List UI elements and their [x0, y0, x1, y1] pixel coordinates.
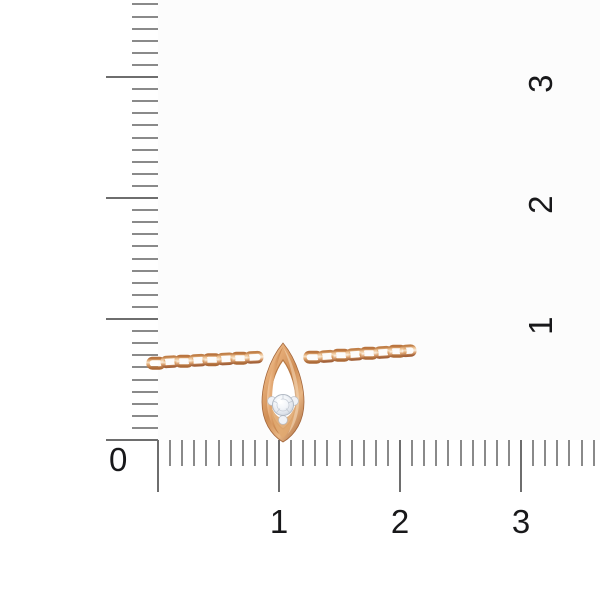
- horizontal-minor-tick: [568, 440, 571, 466]
- horizontal-minor-tick: [580, 440, 583, 466]
- horizontal-minor-tick: [217, 440, 220, 466]
- horizontal-axis-label-3: 3: [511, 503, 531, 540]
- vertical-major-tick: [106, 76, 158, 78]
- vertical-minor-tick: [132, 402, 158, 405]
- vertical-minor-tick: [132, 124, 158, 127]
- horizontal-minor-tick: [556, 440, 559, 466]
- horizontal-minor-tick: [326, 440, 329, 466]
- horizontal-minor-tick: [592, 440, 595, 466]
- horizontal-axis-label-1: 1: [269, 503, 289, 540]
- measuring-plate: [158, 0, 600, 440]
- horizontal-major-tick: [157, 440, 159, 492]
- vertical-minor-tick: [132, 257, 158, 260]
- vertical-minor-tick: [132, 354, 158, 357]
- vertical-axis-label-3: 3: [521, 74, 559, 93]
- vertical-minor-tick: [132, 88, 158, 91]
- horizontal-minor-tick: [544, 440, 547, 466]
- horizontal-minor-tick: [483, 440, 486, 466]
- horizontal-minor-tick: [447, 440, 450, 466]
- vertical-minor-tick: [132, 378, 158, 381]
- horizontal-minor-tick: [411, 440, 414, 466]
- vertical-minor-tick: [132, 112, 158, 115]
- horizontal-major-tick: [520, 440, 522, 492]
- horizontal-minor-tick: [302, 440, 305, 466]
- vertical-minor-tick: [132, 209, 158, 212]
- vertical-axis-label-2: 2: [521, 195, 559, 214]
- horizontal-minor-tick: [314, 440, 317, 466]
- vertical-minor-tick: [132, 39, 158, 42]
- horizontal-minor-tick: [290, 440, 293, 466]
- vertical-minor-tick: [132, 426, 158, 429]
- vertical-major-tick: [106, 439, 158, 441]
- vertical-minor-tick: [132, 27, 158, 30]
- horizontal-minor-tick: [435, 440, 438, 466]
- horizontal-minor-tick: [253, 440, 256, 466]
- vertical-minor-tick: [132, 221, 158, 224]
- vertical-minor-tick: [132, 15, 158, 18]
- horizontal-minor-tick: [181, 440, 184, 466]
- horizontal-minor-tick: [338, 440, 341, 466]
- horizontal-minor-tick: [532, 440, 535, 466]
- vertical-minor-tick: [132, 342, 158, 345]
- vertical-minor-tick: [132, 184, 158, 187]
- horizontal-minor-tick: [241, 440, 244, 466]
- horizontal-minor-tick: [374, 440, 377, 466]
- horizontal-minor-tick: [205, 440, 208, 466]
- vertical-minor-tick: [132, 3, 158, 6]
- vertical-minor-tick: [132, 293, 158, 296]
- horizontal-minor-tick: [362, 440, 365, 466]
- horizontal-minor-tick: [350, 440, 353, 466]
- vertical-major-tick: [106, 197, 158, 199]
- axis-label-origin: 0: [109, 441, 128, 478]
- vertical-axis-label-1: 1: [521, 316, 559, 335]
- horizontal-minor-tick: [265, 440, 268, 466]
- horizontal-major-tick: [278, 440, 280, 492]
- horizontal-minor-tick: [471, 440, 474, 466]
- horizontal-minor-tick: [229, 440, 232, 466]
- horizontal-axis-label-2: 2: [390, 503, 410, 540]
- vertical-minor-tick: [132, 63, 158, 66]
- vertical-minor-tick: [132, 269, 158, 272]
- vertical-minor-tick: [132, 245, 158, 248]
- vertical-ruler: [0, 0, 158, 441]
- vertical-minor-tick: [132, 148, 158, 151]
- vertical-minor-tick: [132, 100, 158, 103]
- vertical-minor-tick: [132, 160, 158, 163]
- vertical-minor-tick: [132, 390, 158, 393]
- horizontal-minor-tick: [507, 440, 510, 466]
- vertical-minor-tick: [132, 172, 158, 175]
- horizontal-minor-tick: [495, 440, 498, 466]
- horizontal-major-tick: [399, 440, 401, 492]
- horizontal-minor-tick: [169, 440, 172, 466]
- vertical-minor-tick: [132, 330, 158, 333]
- vertical-minor-tick: [132, 51, 158, 54]
- horizontal-minor-tick: [423, 440, 426, 466]
- vertical-minor-tick: [132, 414, 158, 417]
- vertical-minor-tick: [132, 366, 158, 369]
- vertical-minor-tick: [132, 136, 158, 139]
- vertical-major-tick: [106, 318, 158, 320]
- vertical-minor-tick: [132, 305, 158, 308]
- horizontal-minor-tick: [386, 440, 389, 466]
- vertical-minor-tick: [132, 281, 158, 284]
- vertical-minor-tick: [132, 233, 158, 236]
- horizontal-ruler: [157, 440, 600, 500]
- horizontal-minor-tick: [193, 440, 196, 466]
- horizontal-minor-tick: [459, 440, 462, 466]
